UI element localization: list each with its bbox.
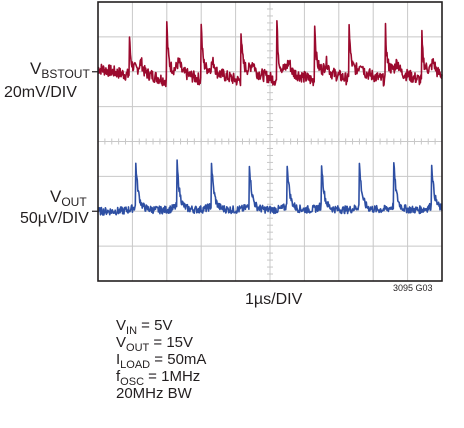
- graticule: [97, 1, 443, 282]
- condition-symbol: V: [116, 317, 127, 334]
- trace-vout: [97, 159, 443, 216]
- condition-line: ILOAD = 50mA: [116, 351, 207, 371]
- condition-line: 20MHz BW: [116, 386, 206, 403]
- traces: [92, 20, 443, 216]
- figure-id: 3095 G03: [393, 283, 433, 293]
- channel-1-name: VBSTOUT: [30, 59, 90, 82]
- test-conditions: VIN = 5V VOUT = 15V ILOAD = 50mA fOSC = …: [116, 318, 206, 403]
- channel-1-scale: 20mV/DIV: [4, 84, 77, 101]
- condition-line: VIN = 5V: [116, 317, 206, 337]
- channel-1-symbol: V: [30, 59, 42, 78]
- condition-symbol: 20MHz BW: [116, 385, 192, 402]
- plot-frame: [97, 1, 443, 282]
- channel-2-name: VOUT: [50, 187, 87, 210]
- condition-value: = 1MHz: [144, 368, 201, 385]
- channel-2-subscript: OUT: [61, 195, 87, 209]
- condition-value: = 15V: [149, 334, 194, 351]
- condition-line: fOSC = 1MHz: [116, 368, 206, 388]
- condition-subscript: IN: [126, 325, 138, 337]
- condition-subscript: OSC: [120, 376, 145, 388]
- condition-subscript: LOAD: [120, 359, 151, 371]
- condition-value: = 5V: [137, 317, 173, 334]
- x-axis-label: 1µs/DIV: [245, 291, 303, 308]
- condition-subscript: OUT: [126, 342, 150, 354]
- condition-symbol: f: [116, 368, 121, 385]
- channel-2-symbol: V: [50, 187, 62, 206]
- condition-symbol: V: [116, 334, 127, 351]
- condition-value: = 50mA: [150, 351, 207, 368]
- condition-line: VOUT = 15V: [116, 334, 206, 354]
- condition-symbol: I: [116, 351, 121, 368]
- channel-2-scale: 50µV/DIV: [20, 210, 89, 227]
- trace-vbstout: [97, 20, 443, 88]
- channel-1-subscript: BSTOUT: [41, 67, 90, 81]
